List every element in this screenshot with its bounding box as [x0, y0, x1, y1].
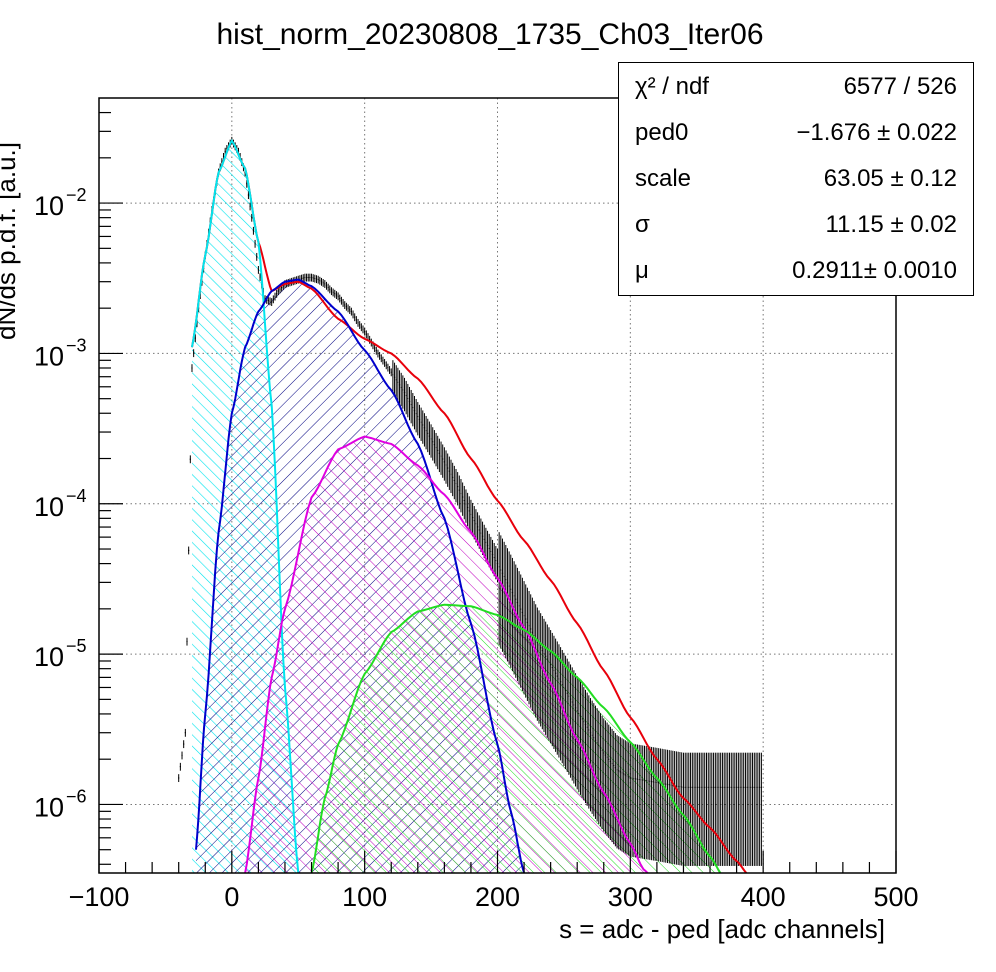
stat-value: 6577 / 526: [843, 73, 957, 100]
stat-value: −1.676 ± 0.022: [796, 119, 957, 146]
stat-row-chi2: χ² / ndf 6577 / 526: [619, 65, 973, 111]
1-pe-component-curve: [195, 278, 526, 873]
stat-name: μ: [635, 257, 649, 284]
x-tick-label: 100: [342, 882, 387, 912]
3-pe-component-curve: [310, 603, 722, 873]
stat-name: ped0: [635, 119, 689, 146]
stat-name: scale: [635, 165, 692, 192]
y-axis-label: dN/ds p.d.f. [a.u.]: [0, 142, 21, 340]
stat-row-mu: μ 0.2911± 0.0010: [619, 249, 973, 295]
3-pe-component-fill: [311, 604, 721, 873]
y-tick-label: 10: [34, 792, 64, 822]
fit-curves: [191, 138, 748, 873]
stat-value: 11.15 ± 0.02: [825, 211, 958, 238]
x-axis-label: s = adc - ped [adc channels]: [559, 914, 885, 944]
stat-name: σ: [635, 211, 650, 238]
y-tick-label: 10: [34, 191, 64, 221]
x-tick-label: 500: [873, 882, 918, 912]
x-tick-label: 200: [475, 882, 520, 912]
component-fills: [192, 140, 721, 873]
y-tick-exponent: −3: [66, 335, 87, 355]
pedestal-component-curve: [191, 138, 300, 873]
stat-value: 0.2911± 0.0010: [792, 257, 957, 284]
stat-value: 63.05 ± 0.12: [823, 165, 957, 192]
stat-row-ped0: ped0 −1.676 ± 0.022: [619, 111, 973, 157]
x-tick-label: 300: [608, 882, 653, 912]
2-pe-component-curve: [244, 435, 649, 873]
fit-stats-box: χ² / ndf 6577 / 526 ped0 −1.676 ± 0.022 …: [618, 62, 974, 296]
y-tick-exponent: −4: [66, 486, 87, 506]
y-tick-label: 10: [34, 341, 64, 371]
x-tick-label: −100: [69, 882, 130, 912]
data-histogram: [178, 136, 762, 866]
y-tick-exponent: −6: [66, 786, 87, 806]
y-tick-label: 10: [34, 642, 64, 672]
chart-title: hist_norm_20230808_1735_Ch03_Iter06: [216, 18, 763, 51]
y-tick-label: 10: [34, 492, 64, 522]
stat-name: χ² / ndf: [635, 73, 709, 100]
x-tick-label: 400: [741, 882, 786, 912]
stat-row-sigma: σ 11.15 ± 0.02: [619, 203, 973, 249]
x-tick-label: 0: [224, 882, 239, 912]
y-tick-exponent: −2: [66, 185, 87, 205]
stat-row-scale: scale 63.05 ± 0.12: [619, 157, 973, 203]
y-tick-exponent: −5: [66, 636, 87, 656]
